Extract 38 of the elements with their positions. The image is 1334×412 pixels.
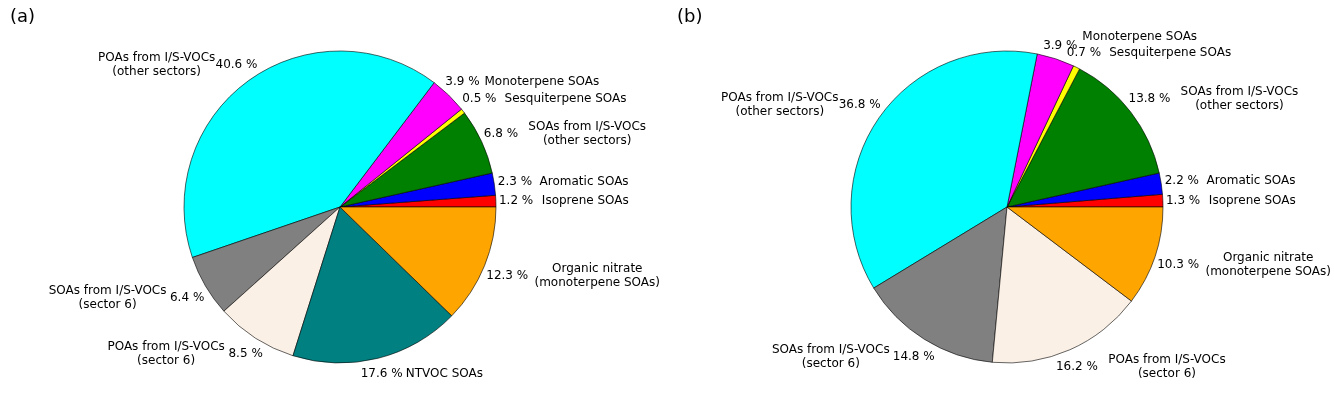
data-label: 6.4 % — [169, 289, 205, 304]
data-label: 3.9 % — [445, 73, 480, 88]
slice-label: Aromatic SOAs — [539, 174, 629, 189]
data-label: 40.6 % — [215, 56, 258, 71]
slice-label: Sesquiterpene SOAs — [1109, 45, 1232, 60]
slice-label: Isoprene SOAs — [1208, 192, 1296, 207]
data-label: 12.3 % — [486, 267, 529, 282]
data-label: 36.8 % — [838, 97, 881, 112]
slice-label: Aromatic SOAs — [1206, 173, 1296, 188]
data-label: 8.5 % — [228, 346, 263, 361]
data-label: 0.5 % — [462, 91, 497, 106]
slice-label: Monoterpene SOAs — [484, 73, 600, 88]
data-label: 13.8 % — [1128, 90, 1171, 105]
data-label: 16.2 % — [1055, 358, 1098, 373]
slice-label: Organic nitrate (monoterpene SOAs) — [1205, 250, 1331, 279]
slice-label: NTVOC SOAs — [405, 365, 484, 380]
slice-label: SOAs from I/S-VOCs (sector 6) — [771, 341, 890, 370]
slice-label: Isoprene SOAs — [541, 193, 629, 208]
slice-label: SOAs from I/S-VOCs (other sectors) — [1180, 83, 1299, 112]
slice-label: SOAs from I/S-VOCs (other sectors) — [528, 118, 647, 147]
data-label: 10.3 % — [1157, 257, 1200, 272]
slice-label: Sesquiterpene SOAs — [504, 91, 627, 106]
slice-label: POAs from I/S-VOCs (other sectors) — [97, 49, 216, 78]
data-label: 14.8 % — [892, 348, 935, 363]
slice-label: POAs from I/S-VOCs (sector 6) — [1108, 351, 1226, 380]
data-label: 2.2 % — [1164, 173, 1200, 188]
slice-label: Organic nitrate (monoterpene SOAs) — [534, 260, 660, 289]
data-label: 2.3 % — [497, 174, 533, 189]
slice-label: Monoterpene SOAs — [1082, 29, 1198, 44]
chart-title: (b) — [677, 5, 703, 26]
chart-title: (a) — [10, 5, 36, 26]
data-label: 6.8 % — [483, 125, 519, 140]
data-label: 17.6 % — [360, 365, 403, 380]
data-label: 1.3 % — [1165, 192, 1201, 207]
slice-label: POAs from I/S-VOCs (other sectors) — [721, 90, 839, 119]
slice-label: SOAs from I/S-VOCs (sector 6) — [48, 282, 167, 311]
slice-label: POAs from I/S-VOCs (sector 6) — [107, 339, 225, 368]
data-label: 1.2 % — [498, 193, 534, 208]
